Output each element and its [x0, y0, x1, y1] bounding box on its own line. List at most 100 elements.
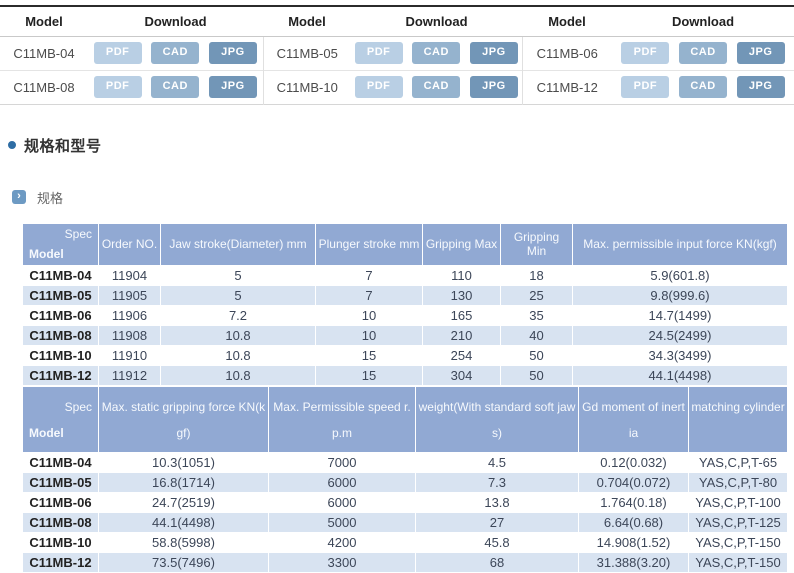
- row-model: C11MB-10: [22, 531, 99, 553]
- col-header-model: Model: [263, 6, 351, 37]
- row-model: C11MB-08: [22, 511, 99, 533]
- col-header-download: Download: [612, 6, 794, 37]
- spec-row: C11MB-05 11905 5 7 130 25 9.8(999.6): [22, 284, 788, 306]
- spec-col-header: Max. static gripping force KN(kgf): [98, 385, 269, 453]
- pdf-download-button[interactable]: PDF: [621, 42, 670, 64]
- spec-cell: 11905: [98, 284, 161, 306]
- spec-col-header: Max. Permissible speed r.p.m: [268, 385, 416, 453]
- spec-cell: 210: [422, 324, 501, 346]
- spec-cell: 68: [415, 551, 579, 573]
- spec-cell: 9.8(999.6): [572, 284, 788, 306]
- pdf-download-button[interactable]: PDF: [621, 76, 670, 98]
- corner-spec-label: Spec: [64, 399, 92, 414]
- row-model: C11MB-12: [22, 364, 99, 386]
- row-model: C11MB-06: [22, 304, 99, 326]
- jpg-download-button[interactable]: JPG: [208, 42, 257, 64]
- cad-download-button[interactable]: CAD: [151, 76, 200, 98]
- spec-cell: 18: [500, 264, 573, 286]
- spec-cell: 0.704(0.072): [578, 471, 689, 493]
- pdf-download-button[interactable]: PDF: [354, 76, 403, 98]
- pdf-download-button[interactable]: PDF: [354, 42, 403, 64]
- spec-cell: 0.12(0.032): [578, 451, 689, 473]
- section-header: 规格和型号: [8, 135, 794, 156]
- spec-cell: 11908: [98, 324, 161, 346]
- model-cell: C11MB-12: [521, 69, 612, 104]
- row-model: C11MB-08: [22, 324, 99, 346]
- spec-cell: 5: [160, 264, 316, 286]
- jpg-download-button[interactable]: JPG: [736, 42, 785, 64]
- corner-header-cell: Spec Model: [22, 385, 99, 453]
- cad-download-button[interactable]: CAD: [679, 42, 727, 64]
- spec-cell: 11912: [98, 364, 161, 386]
- spec-row: C11MB-10 11910 10.8 15 254 50 34.3(3499): [22, 344, 788, 366]
- spec-cell: YAS,C,P,T-65: [688, 451, 788, 473]
- jpg-download-button[interactable]: JPG: [208, 76, 257, 98]
- row-model: C11MB-06: [22, 491, 99, 513]
- spec-cell: 10: [315, 324, 423, 346]
- model-cell: C11MB-04: [13, 45, 75, 61]
- spec-col-header: Plunger stroke mm: [315, 222, 423, 266]
- cad-download-button[interactable]: CAD: [412, 42, 461, 64]
- spec-cell: 10.8: [160, 324, 316, 346]
- spec-row: C11MB-08 44.1(4498) 5000 27 6.64(0.68) Y…: [22, 511, 788, 533]
- jpg-download-button[interactable]: JPG: [736, 76, 785, 98]
- spec-cell: 13.8: [415, 491, 579, 513]
- pdf-download-button[interactable]: PDF: [93, 42, 142, 64]
- cad-download-button[interactable]: CAD: [679, 76, 727, 98]
- spec-cell: 3300: [268, 551, 416, 573]
- model-cell: C11MB-10: [262, 69, 351, 104]
- download-table: Model Download Model Download Model Down…: [0, 5, 794, 105]
- spec-cell: 4.5: [415, 451, 579, 473]
- spec-table-2-header-row: Spec Model Max. static gripping force KN…: [22, 385, 788, 453]
- jpg-download-button[interactable]: JPG: [469, 76, 518, 98]
- spec-cell: 44.1(4498): [572, 364, 788, 386]
- spec-cell: 16.8(1714): [98, 471, 269, 493]
- spec-col-header: Gripping Max: [422, 222, 501, 266]
- spec-row: C11MB-05 16.8(1714) 6000 7.3 0.704(0.072…: [22, 471, 788, 493]
- spec-cell: 40: [500, 324, 573, 346]
- model-cell: C11MB-06: [521, 36, 612, 70]
- col-header-download: Download: [88, 6, 263, 37]
- pdf-download-button[interactable]: PDF: [93, 76, 142, 98]
- col-header-model: Model: [0, 6, 88, 37]
- spec-cell: 27: [415, 511, 579, 533]
- spec-cell: 7: [315, 284, 423, 306]
- spec-col-header: Max. permissible input force KN(kgf): [572, 222, 788, 266]
- spec-cell: 34.3(3499): [572, 344, 788, 366]
- corner-spec-label: Spec: [64, 227, 92, 241]
- row-model: C11MB-04: [22, 451, 99, 473]
- spec-col-header: matching cylinder: [688, 385, 788, 453]
- model-cell: C11MB-08: [0, 69, 88, 104]
- spec-cell: 110: [422, 264, 501, 286]
- subsection-title: 规格: [37, 190, 64, 206]
- cad-download-button[interactable]: CAD: [412, 76, 461, 98]
- spec-cell: 6.64(0.68): [578, 511, 689, 533]
- spec-table-1: Spec Model Order NO. Jaw stroke(Diameter…: [22, 222, 788, 386]
- spec-row: C11MB-06 11906 7.2 10 165 35 14.7(1499): [22, 304, 788, 326]
- col-header-model: Model: [522, 6, 612, 37]
- spec-cell: 15: [315, 344, 423, 366]
- chevron-right-icon: ›: [12, 190, 26, 204]
- section-title: 规格和型号: [24, 137, 102, 155]
- model-cell: C11MB-05: [262, 36, 351, 70]
- spec-cell: 254: [422, 344, 501, 366]
- spec-cell: 24.7(2519): [98, 491, 269, 513]
- spec-row: C11MB-08 11908 10.8 10 210 40 24.5(2499): [22, 324, 788, 346]
- spec-table-2: Spec Model Max. static gripping force KN…: [22, 385, 788, 573]
- spec-cell: 165: [422, 304, 501, 326]
- download-cell: PDF CAD JPG: [88, 69, 263, 104]
- spec-cell: 50: [500, 344, 573, 366]
- spec-cell: 11904: [98, 264, 161, 286]
- spec-cell: 1.764(0.18): [578, 491, 689, 513]
- spec-cell: 25: [500, 284, 573, 306]
- cad-download-button[interactable]: CAD: [151, 42, 200, 64]
- download-cell: PDF CAD JPG: [351, 36, 522, 70]
- spec-cell: 5.9(601.8): [572, 264, 788, 286]
- spec-cell: 31.388(3.20): [578, 551, 689, 573]
- spec-cell: 15: [315, 364, 423, 386]
- spec-cell: 35: [500, 304, 573, 326]
- jpg-download-button[interactable]: JPG: [469, 42, 518, 64]
- spec-cell: 4200: [268, 531, 416, 553]
- download-row: C11MB-04 PDF CAD JPG C11MB-05 PDF CAD JP…: [0, 36, 794, 70]
- spec-cell: 58.8(5998): [98, 531, 269, 553]
